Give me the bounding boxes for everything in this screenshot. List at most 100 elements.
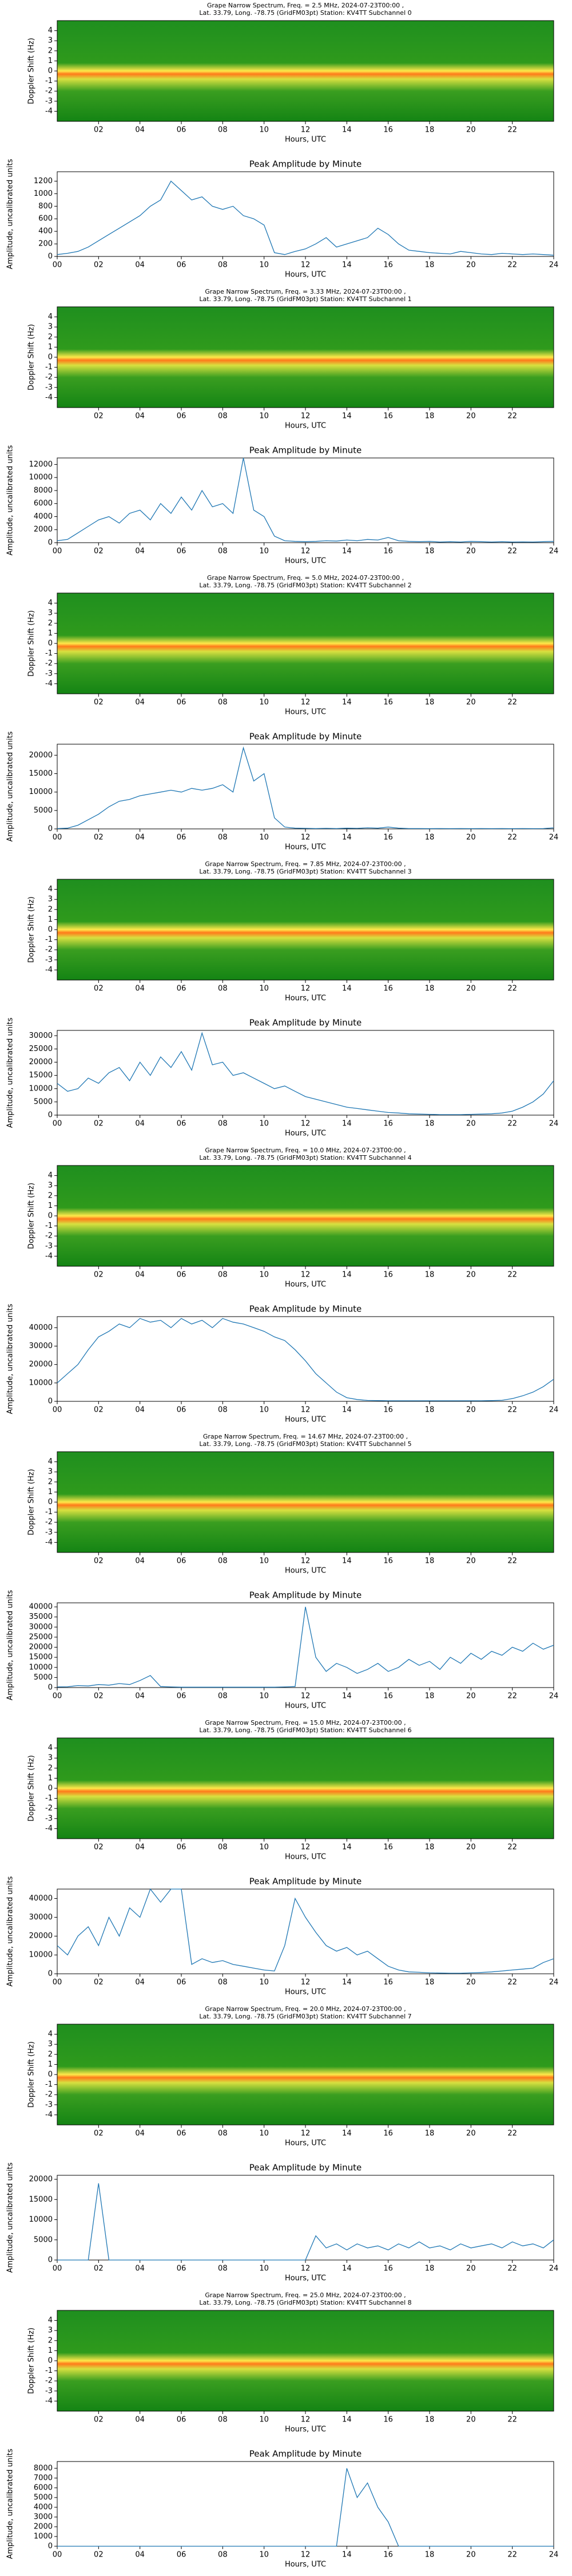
chart-subtitle: Lat. 33.79, Long. -78.75 (GridFM03pt) St… xyxy=(199,2013,411,2020)
y-axis-label: Amplitude, uncalibrated units xyxy=(6,1876,15,1986)
x-tick-label: 04 xyxy=(135,2265,145,2273)
y-tick-label: -2 xyxy=(45,2091,53,2099)
x-tick-label: 02 xyxy=(94,985,104,993)
x-tick-label: 04 xyxy=(135,2551,145,2559)
x-tick-label: 20 xyxy=(466,985,476,993)
x-tick-label: 16 xyxy=(383,1843,393,1852)
amplitude-line xyxy=(57,2468,554,2547)
chart-subtitle: Lat. 33.79, Long. -78.75 (GridFM03pt) St… xyxy=(199,9,411,17)
x-tick-label: 18 xyxy=(425,126,435,135)
y-tick-label: 2 xyxy=(48,1191,53,1200)
x-tick-label: 00 xyxy=(53,1978,62,1987)
x-tick-label: 06 xyxy=(177,261,186,270)
y-tick-label: 15000 xyxy=(29,1653,53,1662)
y-tick-label: 400 xyxy=(38,227,53,236)
x-tick-label: 20 xyxy=(466,412,476,421)
x-tick-label: 12 xyxy=(301,261,311,270)
y-tick-label: 0 xyxy=(48,926,53,934)
plot-frame xyxy=(57,171,554,257)
x-tick-label: 12 xyxy=(301,833,311,842)
x-tick-label: 02 xyxy=(94,1557,104,1566)
x-tick-label: 12 xyxy=(301,698,311,707)
x-tick-label: 00 xyxy=(53,547,62,556)
chart-subtitle: Lat. 33.79, Long. -78.75 (GridFM03pt) St… xyxy=(199,295,411,303)
y-tick-label: -4 xyxy=(45,2397,53,2405)
x-tick-label: 24 xyxy=(549,1978,559,1987)
y-tick-label: 4 xyxy=(48,26,53,35)
x-tick-label: 18 xyxy=(425,2551,435,2559)
x-tick-label: 08 xyxy=(218,2551,228,2559)
x-tick-label: 22 xyxy=(507,412,517,421)
x-tick-label: 18 xyxy=(425,1843,435,1852)
y-tick-label: -3 xyxy=(45,1528,53,1536)
x-tick-label: 02 xyxy=(94,1843,104,1852)
y-tick-label: 15000 xyxy=(29,2195,53,2204)
x-tick-label: 16 xyxy=(383,2265,393,2273)
x-tick-label: 14 xyxy=(342,1978,352,1987)
x-tick-label: 14 xyxy=(342,833,352,842)
x-tick-label: 04 xyxy=(135,1557,145,1566)
x-tick-label: 20 xyxy=(466,2551,476,2559)
amplitude-line xyxy=(57,1606,554,1688)
y-tick-label: 600 xyxy=(38,215,53,223)
y-tick-label: -1 xyxy=(45,649,53,658)
x-tick-label: 22 xyxy=(507,1406,517,1415)
x-tick-label: 10 xyxy=(259,412,269,421)
x-axis-label: Hours, UTC xyxy=(285,1988,326,1997)
x-tick-label: 18 xyxy=(425,1557,435,1566)
y-tick-label: 1 xyxy=(48,2346,53,2355)
y-tick-label: 10000 xyxy=(29,2215,53,2224)
x-tick-label: 22 xyxy=(507,2551,517,2559)
spectrogram-image xyxy=(57,307,554,408)
y-tick-label: 1 xyxy=(48,343,53,351)
y-tick-label: 30000 xyxy=(29,1032,53,1040)
x-tick-label: 24 xyxy=(549,1120,559,1128)
x-tick-label: 08 xyxy=(218,1406,228,1415)
x-tick-label: 12 xyxy=(301,2551,311,2559)
x-tick-label: 16 xyxy=(383,1406,393,1415)
x-axis-label: Hours, UTC xyxy=(285,2561,326,2569)
chart-title: Grape Narrow Spectrum, Freq. = 20.0 MHz,… xyxy=(205,2005,406,2013)
plot-frame xyxy=(57,1888,554,1974)
x-tick-label: 18 xyxy=(425,1271,435,1279)
x-tick-label: 22 xyxy=(507,1557,517,1566)
y-tick-label: -3 xyxy=(45,2100,53,2109)
y-axis-label: Doppler Shift (Hz) xyxy=(27,2328,36,2394)
x-tick-label: 24 xyxy=(549,833,559,842)
x-tick-label: 14 xyxy=(342,2551,352,2559)
amplitude-line xyxy=(57,457,554,543)
x-tick-label: 06 xyxy=(177,1120,186,1128)
y-axis-label: Amplitude, uncalibrated units xyxy=(6,731,15,841)
x-axis-label: Hours, UTC xyxy=(285,1853,326,1862)
x-axis-label: Hours, UTC xyxy=(285,422,326,430)
y-tick-label: 5000 xyxy=(34,1673,53,1682)
x-tick-label: 14 xyxy=(342,1406,352,1415)
x-tick-label: 18 xyxy=(425,547,435,556)
y-tick-label: -1 xyxy=(45,1508,53,1516)
x-tick-label: 10 xyxy=(259,1692,269,1701)
x-tick-label: 06 xyxy=(177,698,186,707)
x-tick-label: 10 xyxy=(259,1406,269,1415)
x-tick-label: 22 xyxy=(507,126,517,135)
chart-title: Peak Amplitude by Minute xyxy=(249,1018,362,1028)
x-axis-label: Hours, UTC xyxy=(285,271,326,279)
y-tick-label: 2 xyxy=(48,1477,53,1486)
y-tick-label: -1 xyxy=(45,1794,53,1803)
x-tick-label: 08 xyxy=(218,1271,228,1279)
y-tick-label: 3 xyxy=(48,895,53,904)
x-tick-label: 02 xyxy=(94,412,104,421)
x-tick-label: 08 xyxy=(218,2265,228,2273)
x-tick-label: 18 xyxy=(425,1692,435,1701)
y-tick-label: 30000 xyxy=(29,1342,53,1350)
x-tick-label: 04 xyxy=(135,547,145,556)
x-tick-label: 02 xyxy=(94,1120,104,1128)
x-tick-label: 08 xyxy=(218,412,228,421)
x-tick-label: 16 xyxy=(383,833,393,842)
y-tick-label: 25000 xyxy=(29,1633,53,1641)
y-tick-label: -2 xyxy=(45,1518,53,1527)
x-tick-label: 08 xyxy=(218,2129,228,2138)
plot-frame xyxy=(57,306,554,408)
x-tick-label: 20 xyxy=(466,547,476,556)
y-tick-label: 3 xyxy=(48,1182,53,1190)
